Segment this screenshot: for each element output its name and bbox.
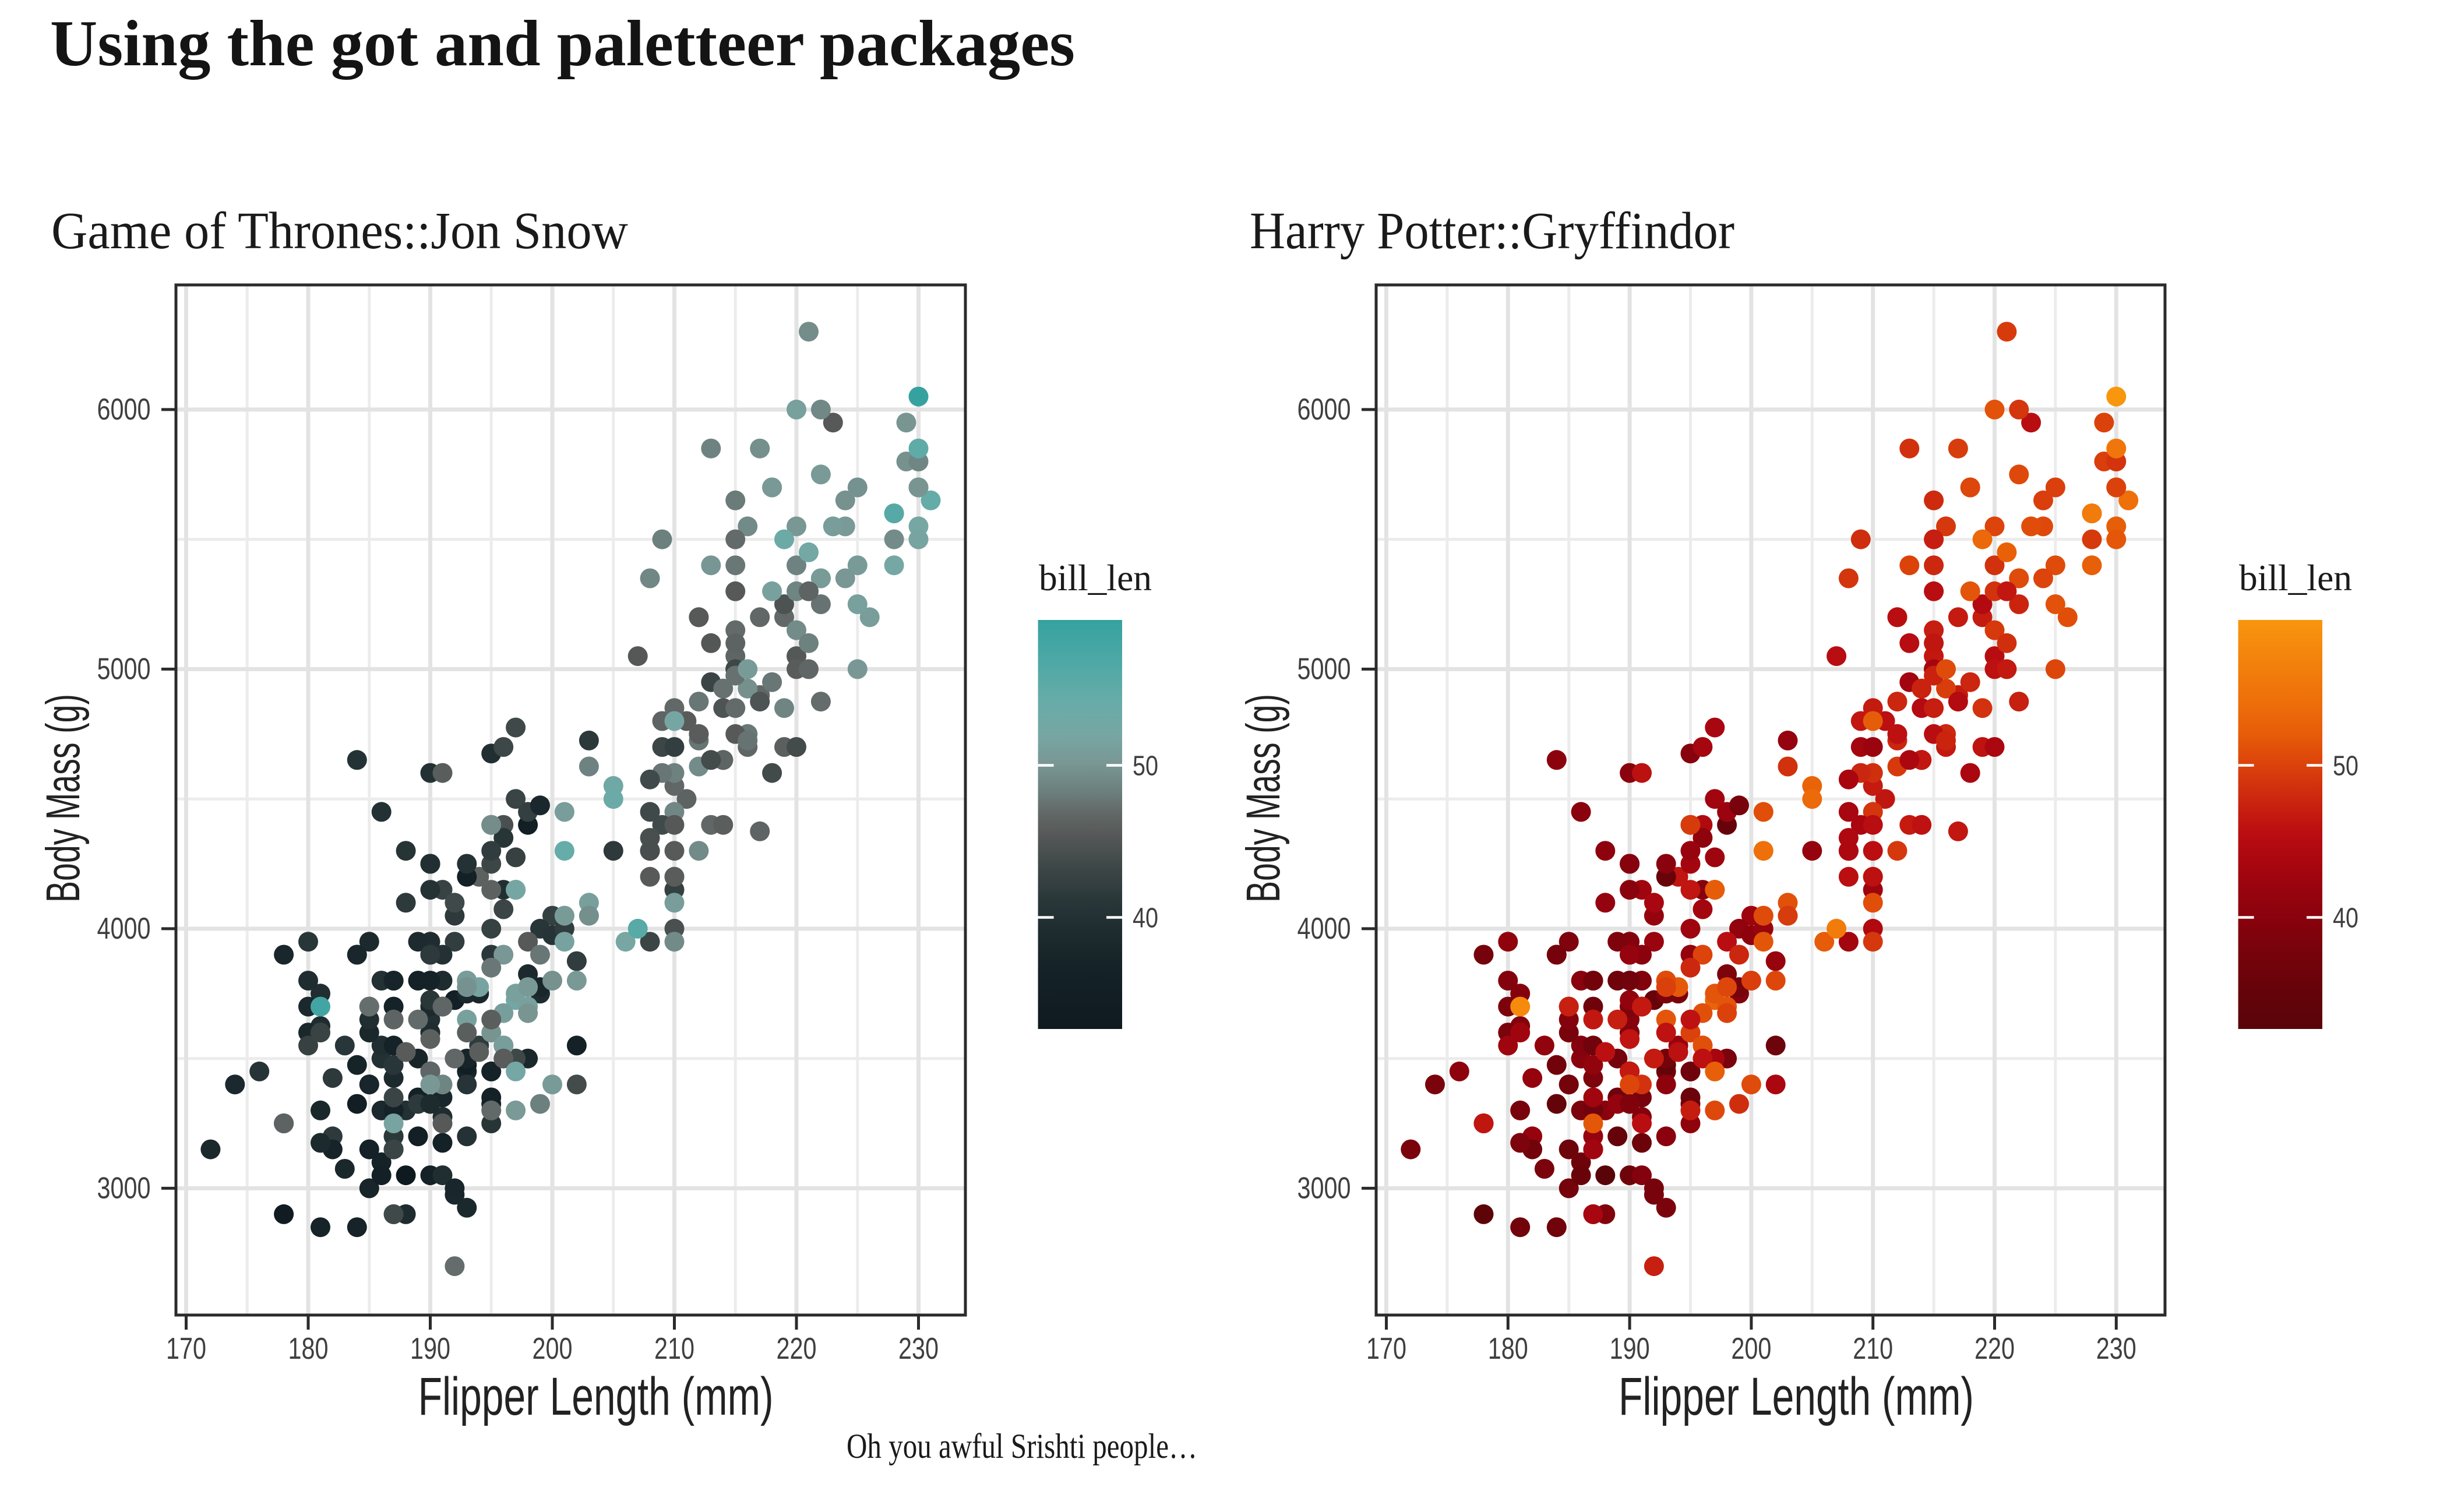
svg-text:Body Mass (g): Body Mass (g) (37, 694, 90, 903)
svg-text:Game of Thrones::Jon Snow: Game of Thrones::Jon Snow (51, 202, 628, 260)
svg-text:180: 180 (1488, 1332, 1528, 1366)
svg-text:6000: 6000 (1297, 393, 1351, 427)
svg-text:220: 220 (777, 1332, 817, 1366)
svg-text:3000: 3000 (1297, 1171, 1351, 1205)
svg-text:3000: 3000 (97, 1171, 151, 1205)
svg-text:200: 200 (1731, 1332, 1771, 1366)
svg-text:230: 230 (898, 1332, 939, 1366)
svg-text:Using the got and paletteer pa: Using the got and paletteer packages (50, 8, 1075, 80)
svg-text:190: 190 (410, 1332, 450, 1366)
svg-text:bill_len: bill_len (1039, 557, 1152, 598)
svg-text:170: 170 (166, 1332, 206, 1366)
svg-text:4000: 4000 (1297, 912, 1351, 946)
svg-text:210: 210 (1853, 1332, 1893, 1366)
svg-text:4000: 4000 (97, 912, 151, 946)
svg-text:50: 50 (1133, 751, 1158, 782)
svg-text:6000: 6000 (97, 393, 151, 427)
svg-text:Harry Potter::Gryffindor: Harry Potter::Gryffindor (1250, 202, 1734, 260)
svg-text:Flipper Length (mm): Flipper Length (mm) (1619, 1367, 1974, 1426)
svg-text:Oh you awful Srishti people…: Oh you awful Srishti people… (847, 1427, 1197, 1465)
svg-text:180: 180 (288, 1332, 329, 1366)
svg-text:5000: 5000 (97, 652, 151, 686)
svg-text:210: 210 (654, 1332, 694, 1366)
svg-text:230: 230 (2096, 1332, 2136, 1366)
svg-text:50: 50 (2333, 751, 2358, 782)
svg-text:Flipper Length (mm): Flipper Length (mm) (418, 1367, 774, 1426)
svg-text:200: 200 (533, 1332, 573, 1366)
svg-text:5000: 5000 (1297, 652, 1351, 686)
svg-text:40: 40 (2333, 903, 2358, 934)
svg-text:Body Mass (g): Body Mass (g) (1237, 694, 1290, 903)
svg-text:220: 220 (1974, 1332, 2015, 1366)
svg-text:bill_len: bill_len (2239, 557, 2352, 598)
svg-text:170: 170 (1366, 1332, 1406, 1366)
svg-text:40: 40 (1133, 903, 1158, 934)
svg-text:190: 190 (1610, 1332, 1650, 1366)
